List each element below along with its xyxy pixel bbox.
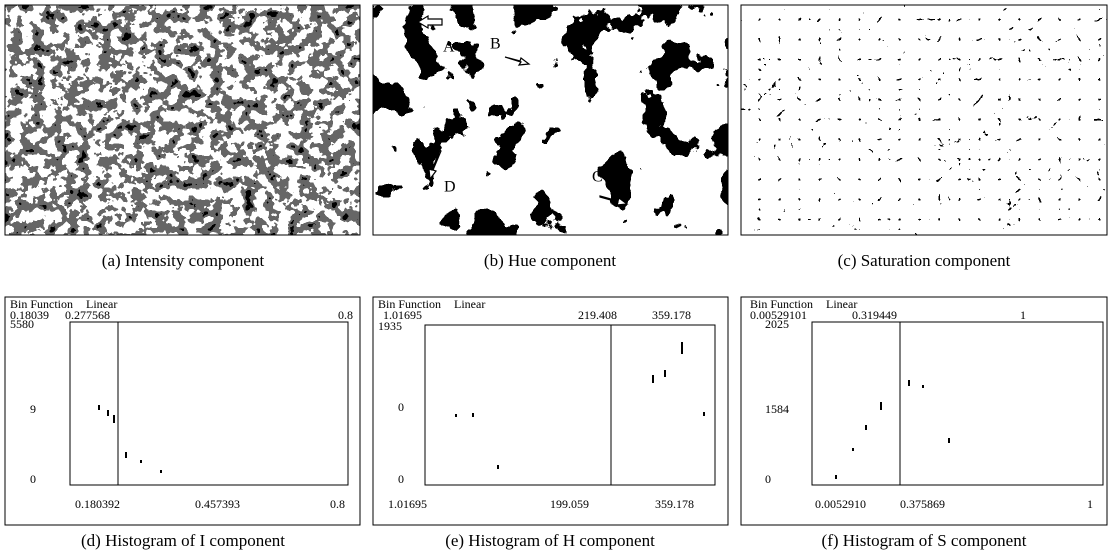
caption: (f) Histogram of S component bbox=[822, 531, 1027, 550]
arrow bbox=[504, 56, 531, 66]
top-label: 0.18039 bbox=[10, 308, 49, 322]
top-label: 0.319449 bbox=[852, 308, 897, 322]
top-label: 1 bbox=[1020, 308, 1026, 322]
bottom-label: 199.059 bbox=[550, 497, 589, 511]
caption: (b) Hue component bbox=[484, 251, 616, 270]
bottom-label: 0.375869 bbox=[900, 497, 945, 511]
top-label: 0.00529101 bbox=[750, 308, 807, 322]
header: Linear bbox=[454, 297, 485, 311]
header: Linear bbox=[86, 297, 117, 311]
bottom-label: 1.01695 bbox=[388, 497, 427, 511]
header: Bin Function bbox=[378, 297, 441, 311]
top-label: 219.408 bbox=[578, 308, 617, 322]
top-label: 359.178 bbox=[652, 308, 691, 322]
bottom-label: 0.8 bbox=[330, 497, 345, 511]
marker: B bbox=[490, 36, 501, 53]
marker: A bbox=[443, 39, 455, 56]
marker: C bbox=[592, 169, 603, 186]
histogram-e: Bin Function Linear 1.01695 219.408 359.… bbox=[372, 296, 729, 526]
arrow bbox=[428, 148, 442, 181]
bottom-label: 0.0052910 bbox=[815, 497, 866, 511]
y-label: 0 bbox=[30, 472, 36, 486]
y-label: 1584 bbox=[765, 402, 789, 416]
top-label: 0.8 bbox=[338, 308, 353, 322]
caption: (a) Intensity component bbox=[102, 251, 265, 270]
caption: (c) Saturation component bbox=[838, 251, 1011, 270]
caption: (e) Histogram of H component bbox=[445, 531, 655, 550]
y-label: 9 bbox=[30, 402, 36, 416]
y-label: 0 bbox=[398, 400, 404, 414]
header: Bin Function bbox=[750, 297, 813, 311]
histogram-f: Bin Function Linear 0.00529101 0.319449 … bbox=[740, 296, 1108, 526]
y-label: 5580 bbox=[10, 317, 34, 331]
bottom-label: 359.178 bbox=[655, 497, 694, 511]
bottom-label: 0.180392 bbox=[75, 497, 120, 511]
arrow bbox=[416, 14, 443, 30]
header: Bin Function bbox=[10, 297, 73, 311]
bottom-label: 1 bbox=[1087, 497, 1093, 511]
y-label: 0 bbox=[398, 472, 404, 486]
arrow bbox=[599, 195, 629, 206]
y-label: 2025 bbox=[765, 317, 789, 331]
top-label: 0.277568 bbox=[65, 308, 110, 322]
image-c bbox=[740, 4, 1108, 236]
caption: (d) Histogram of I component bbox=[81, 531, 285, 550]
image-b: A B C D bbox=[372, 4, 729, 236]
marker: D bbox=[444, 179, 456, 196]
histogram-d: Bin Function Linear 0.18039 0.277568 0.8… bbox=[4, 296, 361, 526]
y-label: 1935 bbox=[378, 319, 402, 333]
y-label: 0 bbox=[765, 472, 771, 486]
top-label: 1.01695 bbox=[383, 308, 422, 322]
bottom-label: 0.457393 bbox=[195, 497, 240, 511]
image-a bbox=[4, 4, 361, 236]
header: Linear bbox=[826, 297, 857, 311]
